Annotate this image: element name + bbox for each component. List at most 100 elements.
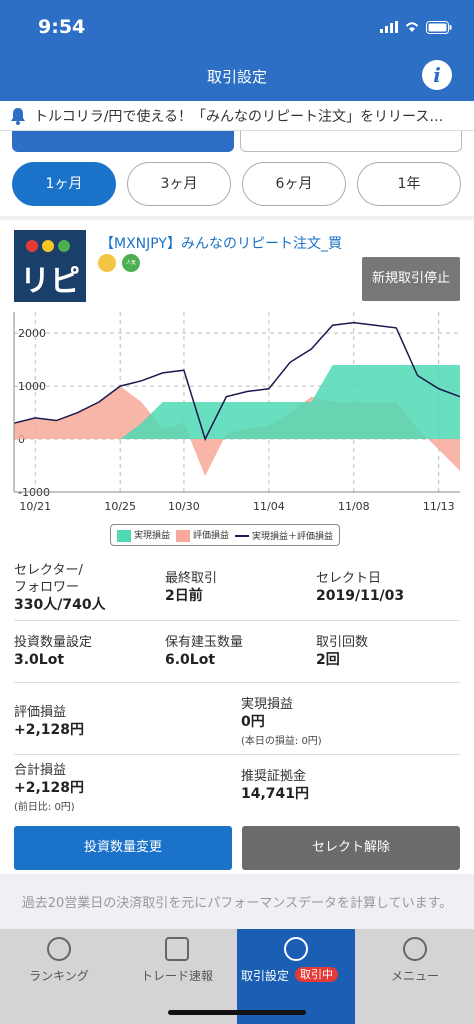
logo-text: リピ (20, 264, 80, 299)
stat-value: 330人/740人 (14, 597, 106, 613)
period-1year[interactable]: 1年 (357, 162, 461, 206)
legend-label-total: 実現損益＋評価損益 (252, 531, 334, 542)
stat-selector: セレクター/ フォロワー 330人/740人 (14, 562, 106, 615)
period-3months[interactable]: 3ヶ月 (127, 162, 231, 206)
nav-trade-settings[interactable]: 取引設定 取引中 (237, 929, 355, 1024)
x-tick-label: 10/21 (19, 500, 51, 513)
tab-selected-partial[interactable] (12, 128, 234, 152)
status-time: 9:54 (38, 16, 86, 38)
y-tick-label: 1000 (18, 380, 46, 393)
stat-label: 合計損益 (14, 763, 67, 778)
period-1month[interactable]: 1ヶ月 (12, 162, 116, 206)
info-button[interactable]: i (422, 60, 452, 90)
stat-margin: 推奨証拠金 14,741円 (241, 768, 309, 804)
signal-icon (380, 21, 398, 33)
nav-label: メニュー (390, 969, 439, 983)
nav-label: トレード速報 (140, 969, 213, 983)
stat-value: 14,741円 (241, 786, 310, 802)
y-tick-label: 0 (18, 433, 25, 446)
stat-select-date: セレクト日 2019/11/03 (316, 570, 404, 606)
stat-value: +2,128円 (14, 780, 85, 796)
app-header: 9:54 取引設定 i (0, 0, 474, 101)
stat-label: 最終取引 (165, 571, 218, 586)
notice-banner[interactable]: トルコリラ/円で使える！「みんなのリピート注文」をリリース… (0, 101, 474, 131)
x-tick-label: 11/08 (338, 500, 370, 513)
stat-sub: (本日の損益: 0円) (241, 736, 322, 747)
stat-trade-count: 取引回数 2回 (316, 634, 368, 670)
stat-position-qty: 保有建玉数量 6.0Lot (165, 634, 243, 670)
repeat-order-logo: リピ (14, 230, 86, 302)
change-quantity-button[interactable]: 投資数量変更 (14, 826, 232, 870)
trophy-icon (47, 937, 71, 961)
news-icon (165, 937, 189, 961)
legend-item-unrealized: 評価損益 (176, 528, 229, 542)
chart-legend: 実現損益 評価損益 実現損益＋評価損益 (110, 524, 341, 546)
stat-label: セレクター/ フォロワー (14, 563, 83, 595)
nav-ranking[interactable]: ランキング (0, 929, 118, 1024)
stat-value: 2回 (316, 652, 340, 668)
home-indicator (168, 1010, 306, 1015)
monkey-face-icon (98, 254, 116, 272)
stat-last-trade: 最終取引 2日前 (165, 570, 217, 606)
battery-icon (426, 20, 452, 34)
status-icons (380, 19, 452, 35)
legend-swatch-total (235, 535, 250, 537)
stat-unrealized: 評価損益 +2,128円 (14, 704, 84, 740)
stat-value: 0円 (241, 714, 265, 730)
performance-chart: 2000 1000 0 -1000 10/21 10/25 10/30 11/04 11/08 1… (0, 302, 474, 542)
period-selector: 1ヶ月 3ヶ月 6ヶ月 1年 (0, 152, 474, 216)
stat-invest-qty: 投資数量設定 3.0Lot (14, 634, 92, 670)
legend-item-total: 実現損益＋評価損益 (235, 529, 333, 542)
stat-label: 実現損益 (241, 697, 294, 712)
divider (14, 754, 460, 755)
deselect-button[interactable]: セレクト解除 (242, 826, 460, 870)
page-title: 取引設定 (206, 68, 267, 86)
strategy-card: リピ 【MXNJPY】みんなのリピート注文_買 人気 TOP10 新規取引停止 … (0, 220, 474, 874)
bell-icon (11, 107, 25, 125)
series-area-realized (14, 364, 460, 440)
legend-label-realized: 実現損益 (134, 531, 171, 542)
stat-value: 3.0Lot (14, 652, 65, 668)
stat-realized: 実現損益 0円 (本日の損益: 0円) (241, 696, 322, 747)
stat-value: 2日前 (165, 588, 203, 604)
stop-new-trades-button[interactable]: 新規取引停止 (362, 257, 460, 301)
x-tick-label: 10/25 (104, 500, 136, 513)
stat-label: 取引回数 (316, 635, 369, 650)
user-icon (284, 937, 308, 961)
stat-total: 合計損益 +2,128円 (前日比: 0円) (14, 762, 84, 813)
nav-trade-news[interactable]: トレード速報 (118, 929, 236, 1024)
legend-label-unrealized: 評価損益 (193, 531, 230, 542)
divider (14, 682, 460, 683)
stat-value: +2,128円 (14, 722, 85, 738)
menu-icon (403, 937, 427, 961)
tab-unselected-partial[interactable] (240, 128, 462, 152)
trading-badge: 取引中 (295, 967, 338, 982)
stat-value: 6.0Lot (165, 652, 216, 668)
nav-label: 取引設定 (241, 969, 290, 983)
stat-value: 2019/11/03 (316, 588, 405, 604)
wifi-icon (405, 22, 419, 32)
legend-item-realized: 実現損益 (117, 528, 170, 542)
logo-dot-green (58, 240, 70, 252)
stat-label: 評価損益 (14, 705, 67, 720)
legend-swatch-unrealized (176, 529, 191, 542)
strategy-tabs-partial (0, 128, 474, 152)
strategy-title[interactable]: 【MXNJPY】みんなのリピート注文_買 (100, 236, 342, 252)
x-tick-label: 11/13 (423, 500, 455, 513)
legend-swatch-realized (117, 529, 131, 542)
stat-label: 投資数量設定 (14, 635, 93, 650)
stat-label: 推奨証拠金 (241, 769, 307, 784)
stat-label: 保有建玉数量 (165, 635, 244, 650)
x-tick-label: 10/30 (168, 500, 200, 513)
status-bar: 9:54 (0, 0, 474, 54)
divider (14, 620, 460, 621)
notice-text: トルコリラ/円で使える！「みんなのリピート注文」をリリース… (34, 108, 444, 125)
period-6months[interactable]: 6ヶ月 (242, 162, 346, 206)
popular-badge-icon: 人気 TOP10 (122, 254, 140, 284)
series-line-total (13, 321, 461, 442)
nav-menu[interactable]: メニュー (356, 929, 474, 1024)
y-tick-label: 2000 (18, 327, 46, 340)
logo-dot-red (26, 240, 38, 252)
bottom-nav: ランキング トレード速報 取引設定 取引中 メニュー (0, 929, 474, 1024)
